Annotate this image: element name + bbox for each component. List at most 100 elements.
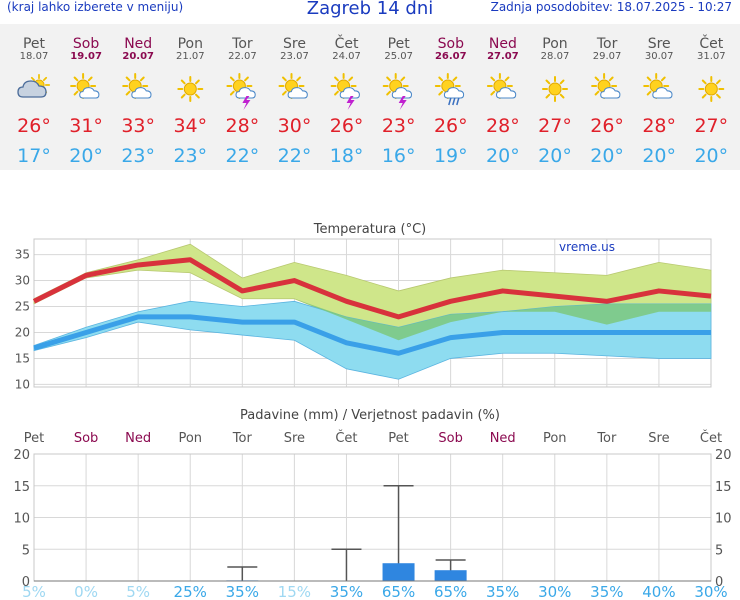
min-temp-line xyxy=(33,314,711,356)
precip-day-label: Pon xyxy=(178,431,202,446)
forecast-day-name: Pon xyxy=(542,36,567,52)
precip-y-tick-right: 10 xyxy=(715,512,732,527)
forecast-low-temp: 17° xyxy=(17,145,51,167)
precip-day-label: Pon xyxy=(543,431,567,446)
precip-y-tick-left: 10 xyxy=(13,512,30,527)
precip-probability: 0% xyxy=(74,583,98,600)
rain-drop xyxy=(452,97,456,106)
forecast-low-temp: 22° xyxy=(278,145,312,167)
forecast-date: 23.07 xyxy=(280,51,309,62)
precip-day-label: Tor xyxy=(232,431,253,446)
sun-icon xyxy=(698,76,725,102)
precip-probability: 65% xyxy=(434,583,467,600)
precip-day-label: Sre xyxy=(284,431,305,446)
forecast-day-name: Sob xyxy=(438,36,464,52)
rain-drop xyxy=(456,97,460,106)
forecast-date: 27.07 xyxy=(487,51,519,62)
forecast-high-temp: 26° xyxy=(330,115,364,137)
forecast-day-name: Tor xyxy=(231,36,253,52)
precip-day-label: Tor xyxy=(596,431,617,446)
temp-y-tick-label: 10 xyxy=(15,377,30,391)
precip-probability: 35% xyxy=(226,583,259,600)
forecast-day-name: Sre xyxy=(648,36,671,52)
forecast-date: 31.07 xyxy=(697,51,726,62)
sun-cloud-icon xyxy=(122,73,152,99)
rain-drop xyxy=(448,97,452,106)
precip-probability: 35% xyxy=(486,583,519,600)
forecast-day-name: Pon xyxy=(178,36,203,52)
precip-y-tick-left: 0 xyxy=(22,575,30,590)
forecast-date: 19.07 xyxy=(70,51,102,62)
forecast-date: 28.07 xyxy=(541,51,570,62)
band-overlap xyxy=(294,298,711,341)
temp-y-tick-label: 35 xyxy=(15,248,30,262)
sun-thunderstorm-icon xyxy=(382,73,413,110)
forecast-high-temp: 28° xyxy=(486,115,520,137)
sun-cloud-icon xyxy=(486,73,517,99)
temp-chart-title: Temperatura (°C) xyxy=(313,222,426,237)
precip-chart-title: Padavine (mm) / Verjetnost padavin (%) xyxy=(240,408,500,423)
forecast-high-temp: 26° xyxy=(434,115,468,137)
precip-y-tick-left: 20 xyxy=(13,448,30,463)
precip-day-label: Pet xyxy=(388,431,408,446)
precip-probability: 65% xyxy=(382,583,415,600)
forecast-high-temp: 31° xyxy=(69,115,103,137)
precip-probability: 30% xyxy=(694,583,727,600)
last-update-label: Zadnja posodobitev: 18.07.2025 - 10:27 xyxy=(490,0,732,14)
forecast-low-temp: 20° xyxy=(538,145,572,167)
precip-probability: 15% xyxy=(278,583,311,600)
sun-cloud-icon xyxy=(278,73,308,99)
min-temp-band xyxy=(33,300,712,380)
precip-day-label: Ned xyxy=(490,431,516,446)
forecast-low-temp: 20° xyxy=(694,145,728,167)
forecast-low-temp: 20° xyxy=(69,145,103,167)
forecast-day-name: Sre xyxy=(283,36,306,52)
sun-thunderstorm-icon xyxy=(330,73,360,110)
precip-probability: 35% xyxy=(330,583,363,600)
forecast-low-temp: 20° xyxy=(486,145,520,167)
precip-y-tick-right: 20 xyxy=(715,448,732,463)
forecast-high-temp: 26° xyxy=(17,115,51,137)
precip-day-label: Pet xyxy=(24,431,44,446)
partly-cloudy-icon xyxy=(17,73,51,98)
forecast-low-temp: 16° xyxy=(382,145,416,167)
forecast-day-name: Pet xyxy=(388,36,411,52)
precip-y-tick-right: 0 xyxy=(715,575,723,590)
precip-probability: 30% xyxy=(538,583,571,600)
sun-cloud-icon xyxy=(591,73,621,99)
sun-thunderstorm-icon xyxy=(226,73,256,110)
forecast-low-temp: 20° xyxy=(642,145,676,167)
precip-y-tick-right: 5 xyxy=(715,543,723,558)
forecast-date: 24.07 xyxy=(332,51,361,62)
forecast-high-temp: 23° xyxy=(382,115,416,137)
forecast-date: 26.07 xyxy=(435,51,467,62)
sun-cloud-icon xyxy=(643,73,673,99)
precip-day-label: Sre xyxy=(648,431,669,446)
forecast-high-temp: 33° xyxy=(121,115,155,137)
forecast-low-temp: 23° xyxy=(121,145,155,167)
page-title: Zagreb 14 dni xyxy=(306,0,434,19)
precip-probability: 5% xyxy=(126,583,150,600)
forecast-high-temp: 34° xyxy=(173,115,207,137)
forecast-low-temp: 23° xyxy=(173,145,207,167)
max-temp-line xyxy=(32,257,712,320)
forecast-day-name: Ned xyxy=(489,36,517,52)
forecast-high-temp: 30° xyxy=(278,115,312,137)
forecast-high-temp: 27° xyxy=(538,115,572,137)
forecast-date: 18.07 xyxy=(20,51,49,62)
precip-y-tick-left: 5 xyxy=(22,543,30,558)
region-menu-hint[interactable]: (kraj lahko izberete v meniju) xyxy=(7,0,184,14)
precip-day-label: Ned xyxy=(125,431,151,446)
forecast-high-temp: 27° xyxy=(694,115,728,137)
precip-y-tick-left: 15 xyxy=(13,480,30,495)
forecast-day-name: Čet xyxy=(335,34,359,52)
precip-probability: 35% xyxy=(590,583,623,600)
temp-y-tick-label: 30 xyxy=(15,274,30,288)
forecast-date: 30.07 xyxy=(645,51,674,62)
precip-probability: 5% xyxy=(22,583,46,600)
temp-y-tick-label: 25 xyxy=(15,300,30,314)
watermark: vreme.us xyxy=(559,240,615,254)
temp-y-tick-label: 15 xyxy=(15,351,30,365)
forecast-low-temp: 20° xyxy=(590,145,624,167)
